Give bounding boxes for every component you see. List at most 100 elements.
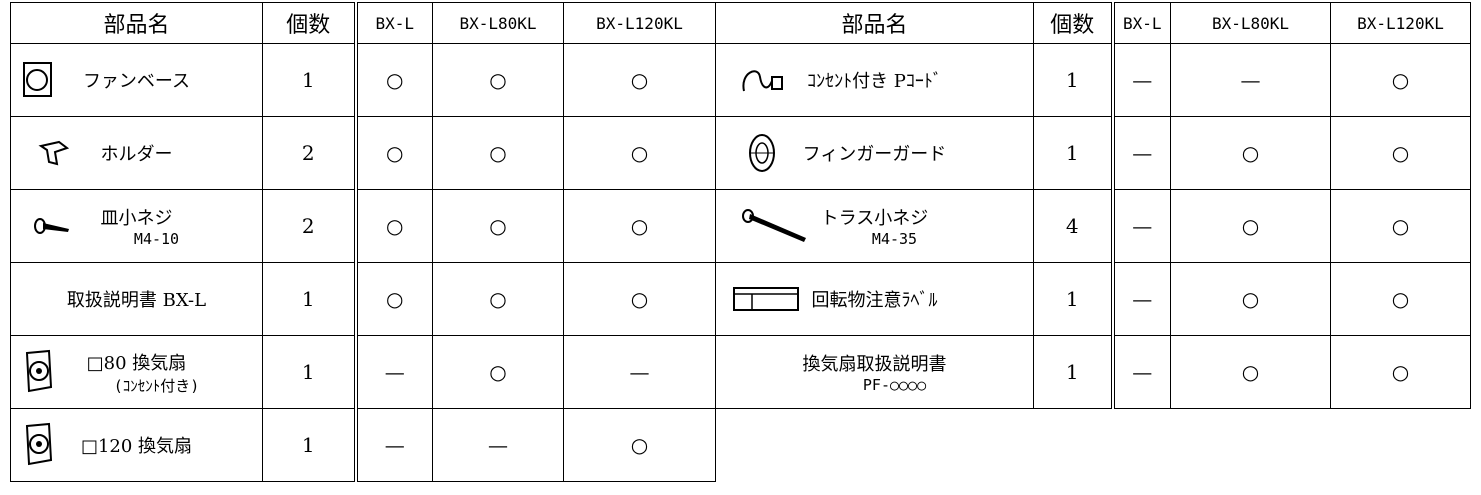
model-mark: ○ bbox=[563, 116, 716, 190]
model-mark: — bbox=[563, 335, 716, 409]
model-mark: ○ bbox=[1330, 335, 1471, 409]
part-row: ｺﾝｾﾝﾄ付き Pｺｰﾄﾞ 1— — ○ bbox=[715, 43, 1471, 117]
part-name: フィンガーガード bbox=[802, 144, 947, 165]
model-mark: — bbox=[1110, 335, 1171, 409]
model-mark: — bbox=[1170, 43, 1331, 117]
part-name: 取扱説明書 BX-L bbox=[66, 290, 207, 311]
part-row: □120 換気扇 1— — ○ bbox=[10, 408, 716, 482]
model-mark: ○ bbox=[353, 116, 433, 190]
model-mark: — bbox=[432, 408, 564, 482]
part-icon bbox=[23, 62, 52, 97]
part-name: 回転物注意ﾗﾍﾞﾙ bbox=[811, 290, 938, 311]
model-mark: ○ bbox=[1170, 116, 1331, 190]
part-count: 1 bbox=[262, 408, 356, 482]
part-icon bbox=[25, 422, 53, 466]
model-mark: ○ bbox=[563, 408, 716, 482]
part-name: トラス小ネジ bbox=[820, 208, 929, 229]
part-count: 1 bbox=[1033, 43, 1113, 117]
part-row: 換気扇取扱説明書 PF-○○○○ 1— ○ ○ bbox=[715, 335, 1471, 409]
header-cell: 個数 bbox=[1033, 2, 1113, 44]
header-cell: BX-L bbox=[1110, 2, 1171, 44]
model-mark: ○ bbox=[432, 189, 564, 263]
part-name: 換気扇取扱説明書 bbox=[802, 354, 947, 375]
model-mark: ○ bbox=[563, 189, 716, 263]
model-mark: ○ bbox=[1170, 189, 1331, 263]
part-name-cell: □120 換気扇 bbox=[10, 408, 263, 482]
part-count: 1 bbox=[1033, 116, 1113, 190]
part-name: ファンベース bbox=[82, 71, 191, 92]
part-name-cell: 換気扇取扱説明書 PF-○○○○ bbox=[715, 335, 1034, 409]
header-cell: BX-L80KL bbox=[1170, 2, 1331, 44]
header-cell: BX-L120KL bbox=[1330, 2, 1471, 44]
part-name-cell: ホルダー bbox=[10, 116, 263, 190]
part-row: 回転物注意ﾗﾍﾞﾙ 1— ○ ○ bbox=[715, 262, 1471, 336]
model-mark: ○ bbox=[1330, 189, 1471, 263]
part-row: ホルダー 2 ○ ○ ○ bbox=[10, 116, 716, 190]
part-name: ｺﾝｾﾝﾄ付き Pｺｰﾄﾞ bbox=[807, 71, 942, 92]
part-row: トラス小ネジ M4-35 4— ○ ○ bbox=[715, 189, 1471, 263]
part-row: 取扱説明書 BX-L 1 ○ ○ ○ bbox=[10, 262, 716, 336]
part-count: 1 bbox=[262, 43, 356, 117]
part-spec: (ｺﾝｾﾝﾄ付き) bbox=[113, 376, 200, 395]
header-cell: 個数 bbox=[262, 2, 356, 44]
part-row: □80 換気扇 (ｺﾝｾﾝﾄ付き) 1— ○ — bbox=[10, 335, 716, 409]
model-mark: ○ bbox=[1330, 116, 1471, 190]
part-name-cell: 取扱説明書 BX-L bbox=[10, 262, 263, 336]
part-icon bbox=[749, 134, 775, 172]
part-spec: M4-10 bbox=[133, 230, 180, 248]
header-cell: 部品名 bbox=[715, 2, 1034, 44]
model-mark: ○ bbox=[432, 262, 564, 336]
header-cell: BX-L bbox=[353, 2, 433, 44]
part-count: 1 bbox=[262, 262, 356, 336]
model-mark: ○ bbox=[353, 43, 433, 117]
model-mark: — bbox=[1110, 262, 1171, 336]
part-icon bbox=[742, 209, 806, 242]
part-icon bbox=[38, 140, 70, 166]
header-row: 部品名 個数 BX-L BX-L80KL BX-L120KL bbox=[715, 2, 1471, 44]
model-mark: ○ bbox=[1170, 262, 1331, 336]
part-count: 2 bbox=[262, 116, 356, 190]
header-cell: 部品名 bbox=[10, 2, 263, 44]
part-icon bbox=[733, 287, 799, 311]
part-name: ホルダー bbox=[100, 144, 173, 165]
part-icon bbox=[742, 70, 783, 92]
model-mark: — bbox=[1110, 43, 1171, 117]
part-name: □80 換気扇 bbox=[86, 352, 187, 374]
model-mark: ○ bbox=[353, 262, 433, 336]
part-count: 1 bbox=[1033, 262, 1113, 336]
model-mark: ○ bbox=[353, 189, 433, 263]
part-name: 皿小ネジ bbox=[100, 208, 173, 229]
part-name-cell: □80 換気扇 (ｺﾝｾﾝﾄ付き) bbox=[10, 335, 263, 409]
header-row: 部品名 個数 BX-L BX-L80KL BX-L120KL bbox=[10, 2, 716, 44]
part-count: 1 bbox=[262, 335, 356, 409]
part-name-cell: ｺﾝｾﾝﾄ付き Pｺｰﾄﾞ bbox=[715, 43, 1034, 117]
model-mark: — bbox=[353, 408, 433, 482]
header-cell: BX-L80KL bbox=[432, 2, 564, 44]
part-icon bbox=[34, 218, 69, 234]
parts-table-left: 部品名 個数 BX-L BX-L80KL BX-L120KL ファンベース 1 ○ ○ ○ ホルダー… bbox=[10, 2, 716, 482]
parts-table-right: 部品名 個数 BX-L BX-L80KL BX-L120KL ｺﾝｾﾝﾄ付き Pｺｰﾄﾞ 1… bbox=[715, 2, 1471, 409]
model-mark: — bbox=[353, 335, 433, 409]
part-spec: M4-35 bbox=[871, 230, 918, 248]
part-spec: PF-○○○○ bbox=[862, 376, 927, 394]
part-name: □120 換気扇 bbox=[80, 436, 193, 457]
model-mark: ○ bbox=[432, 335, 564, 409]
part-name-cell: トラス小ネジ M4-35 bbox=[715, 189, 1034, 263]
part-row: フィンガーガード 1— ○ ○ bbox=[715, 116, 1471, 190]
part-name-cell: 皿小ネジ M4-10 bbox=[10, 189, 263, 263]
part-count: 2 bbox=[262, 189, 356, 263]
part-count: 4 bbox=[1033, 189, 1113, 263]
model-mark: ○ bbox=[1170, 335, 1331, 409]
part-row: 皿小ネジ M4-10 2 ○ ○ ○ bbox=[10, 189, 716, 263]
part-name-cell: 回転物注意ﾗﾍﾞﾙ bbox=[715, 262, 1034, 336]
model-mark: ○ bbox=[432, 116, 564, 190]
model-mark: ○ bbox=[563, 43, 716, 117]
part-name-cell: フィンガーガード bbox=[715, 116, 1034, 190]
model-mark: ○ bbox=[432, 43, 564, 117]
part-icon bbox=[25, 349, 53, 393]
part-count: 1 bbox=[1033, 335, 1113, 409]
model-mark: — bbox=[1110, 116, 1171, 190]
model-mark: ○ bbox=[1330, 262, 1471, 336]
part-row: ファンベース 1 ○ ○ ○ bbox=[10, 43, 716, 117]
